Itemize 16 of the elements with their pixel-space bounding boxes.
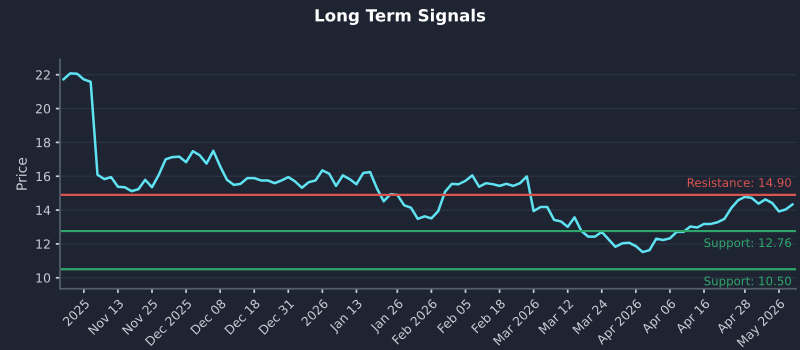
y-tick-label: 10 [36,273,50,283]
y-tick-label: 16 [36,172,50,182]
y-tick-label: 20 [36,104,50,114]
ref-line-label: Resistance: 14.90 [688,178,792,188]
x-tick-label: Feb 05 [436,298,472,334]
ref-line-label: Support: 12.76 [704,238,792,250]
ref-line-label: Support: 10.50 [704,276,792,288]
y-tick-label: 22 [36,70,50,80]
y-axis-title: Price [16,158,27,190]
y-tick-label: 18 [36,138,50,148]
line-series [62,72,794,254]
chart-title: Long Term Signals [316,8,486,26]
y-tick-label: 14 [36,206,50,215]
y-tick-label: 12 [36,239,50,249]
x-tick-label: Dec 31 [258,298,294,335]
x-tick-label: Jan 13 [328,298,364,334]
